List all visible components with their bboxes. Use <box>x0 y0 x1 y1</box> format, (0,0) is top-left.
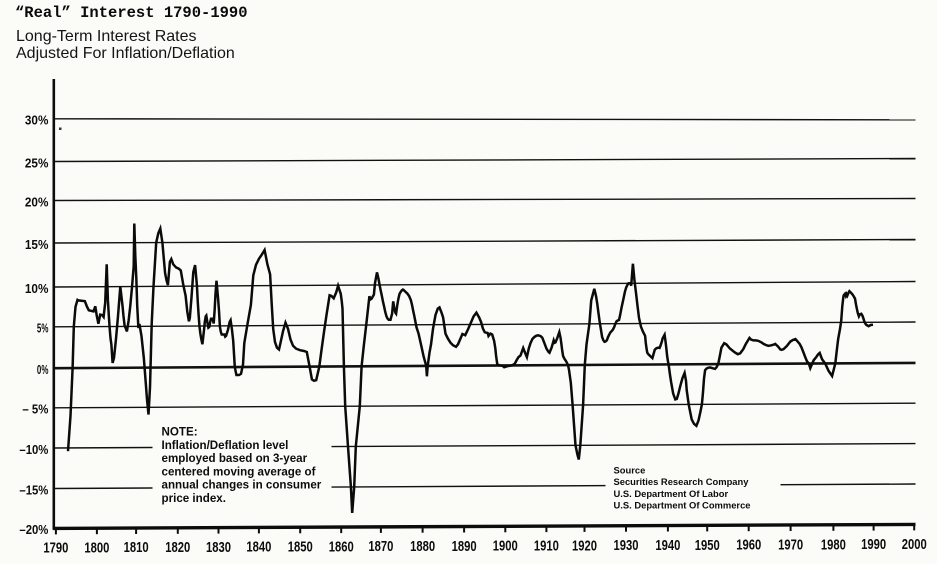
svg-text:employed based on 3-year: employed based on 3-year <box>162 452 308 465</box>
svg-text:1850: 1850 <box>288 540 313 556</box>
svg-text:10%: 10% <box>25 281 49 296</box>
svg-text:5%: 5% <box>37 321 49 336</box>
svg-text:–10%: –10% <box>19 442 48 457</box>
svg-text:Inflation/Deflation level: Inflation/Deflation level <box>162 439 289 452</box>
svg-text:1940: 1940 <box>655 538 680 554</box>
svg-text:1790: 1790 <box>43 541 68 557</box>
svg-text:1910: 1910 <box>534 539 559 555</box>
svg-text:– 5%: – 5% <box>22 402 48 417</box>
svg-text:1970: 1970 <box>778 538 803 554</box>
svg-text:NOTE:: NOTE: <box>162 426 198 439</box>
svg-text:–20%: –20% <box>19 522 48 537</box>
svg-text:1900: 1900 <box>493 539 518 555</box>
svg-text:30%: 30% <box>25 113 49 128</box>
svg-text:U.S. Department Of Labor: U.S. Department Of Labor <box>614 488 729 499</box>
svg-text:U.S. Department Of Commerce: U.S. Department Of Commerce <box>614 500 751 511</box>
svg-text:1820: 1820 <box>165 540 190 556</box>
svg-text:1880: 1880 <box>410 539 435 555</box>
svg-text:20%: 20% <box>25 194 49 209</box>
svg-text:1960: 1960 <box>736 538 761 554</box>
svg-text:1800: 1800 <box>84 540 109 556</box>
svg-text:1950: 1950 <box>695 538 720 554</box>
svg-text:1980: 1980 <box>821 537 846 553</box>
svg-text:centered moving average of: centered moving average of <box>162 465 316 478</box>
svg-text:annual changes in consumer: annual changes in consumer <box>162 479 322 492</box>
svg-text:1840: 1840 <box>246 540 271 556</box>
svg-text:1860: 1860 <box>329 539 354 555</box>
svg-text:25%: 25% <box>25 155 49 170</box>
svg-text:15%: 15% <box>25 237 49 252</box>
svg-text:0%: 0% <box>37 362 49 377</box>
svg-text:1930: 1930 <box>614 538 639 554</box>
svg-text:Source: Source <box>614 465 646 476</box>
svg-text:1990: 1990 <box>861 537 886 553</box>
svg-text:2000: 2000 <box>902 537 927 553</box>
svg-text:1920: 1920 <box>572 538 597 554</box>
svg-text:1830: 1830 <box>206 540 231 556</box>
svg-text:1890: 1890 <box>452 539 477 555</box>
svg-text:1810: 1810 <box>124 540 149 556</box>
svg-text:–15%: –15% <box>19 482 48 497</box>
svg-text:Securities Research Company: Securities Research Company <box>614 476 750 487</box>
svg-text:price index.: price index. <box>162 492 226 505</box>
svg-text:1870: 1870 <box>368 539 393 555</box>
